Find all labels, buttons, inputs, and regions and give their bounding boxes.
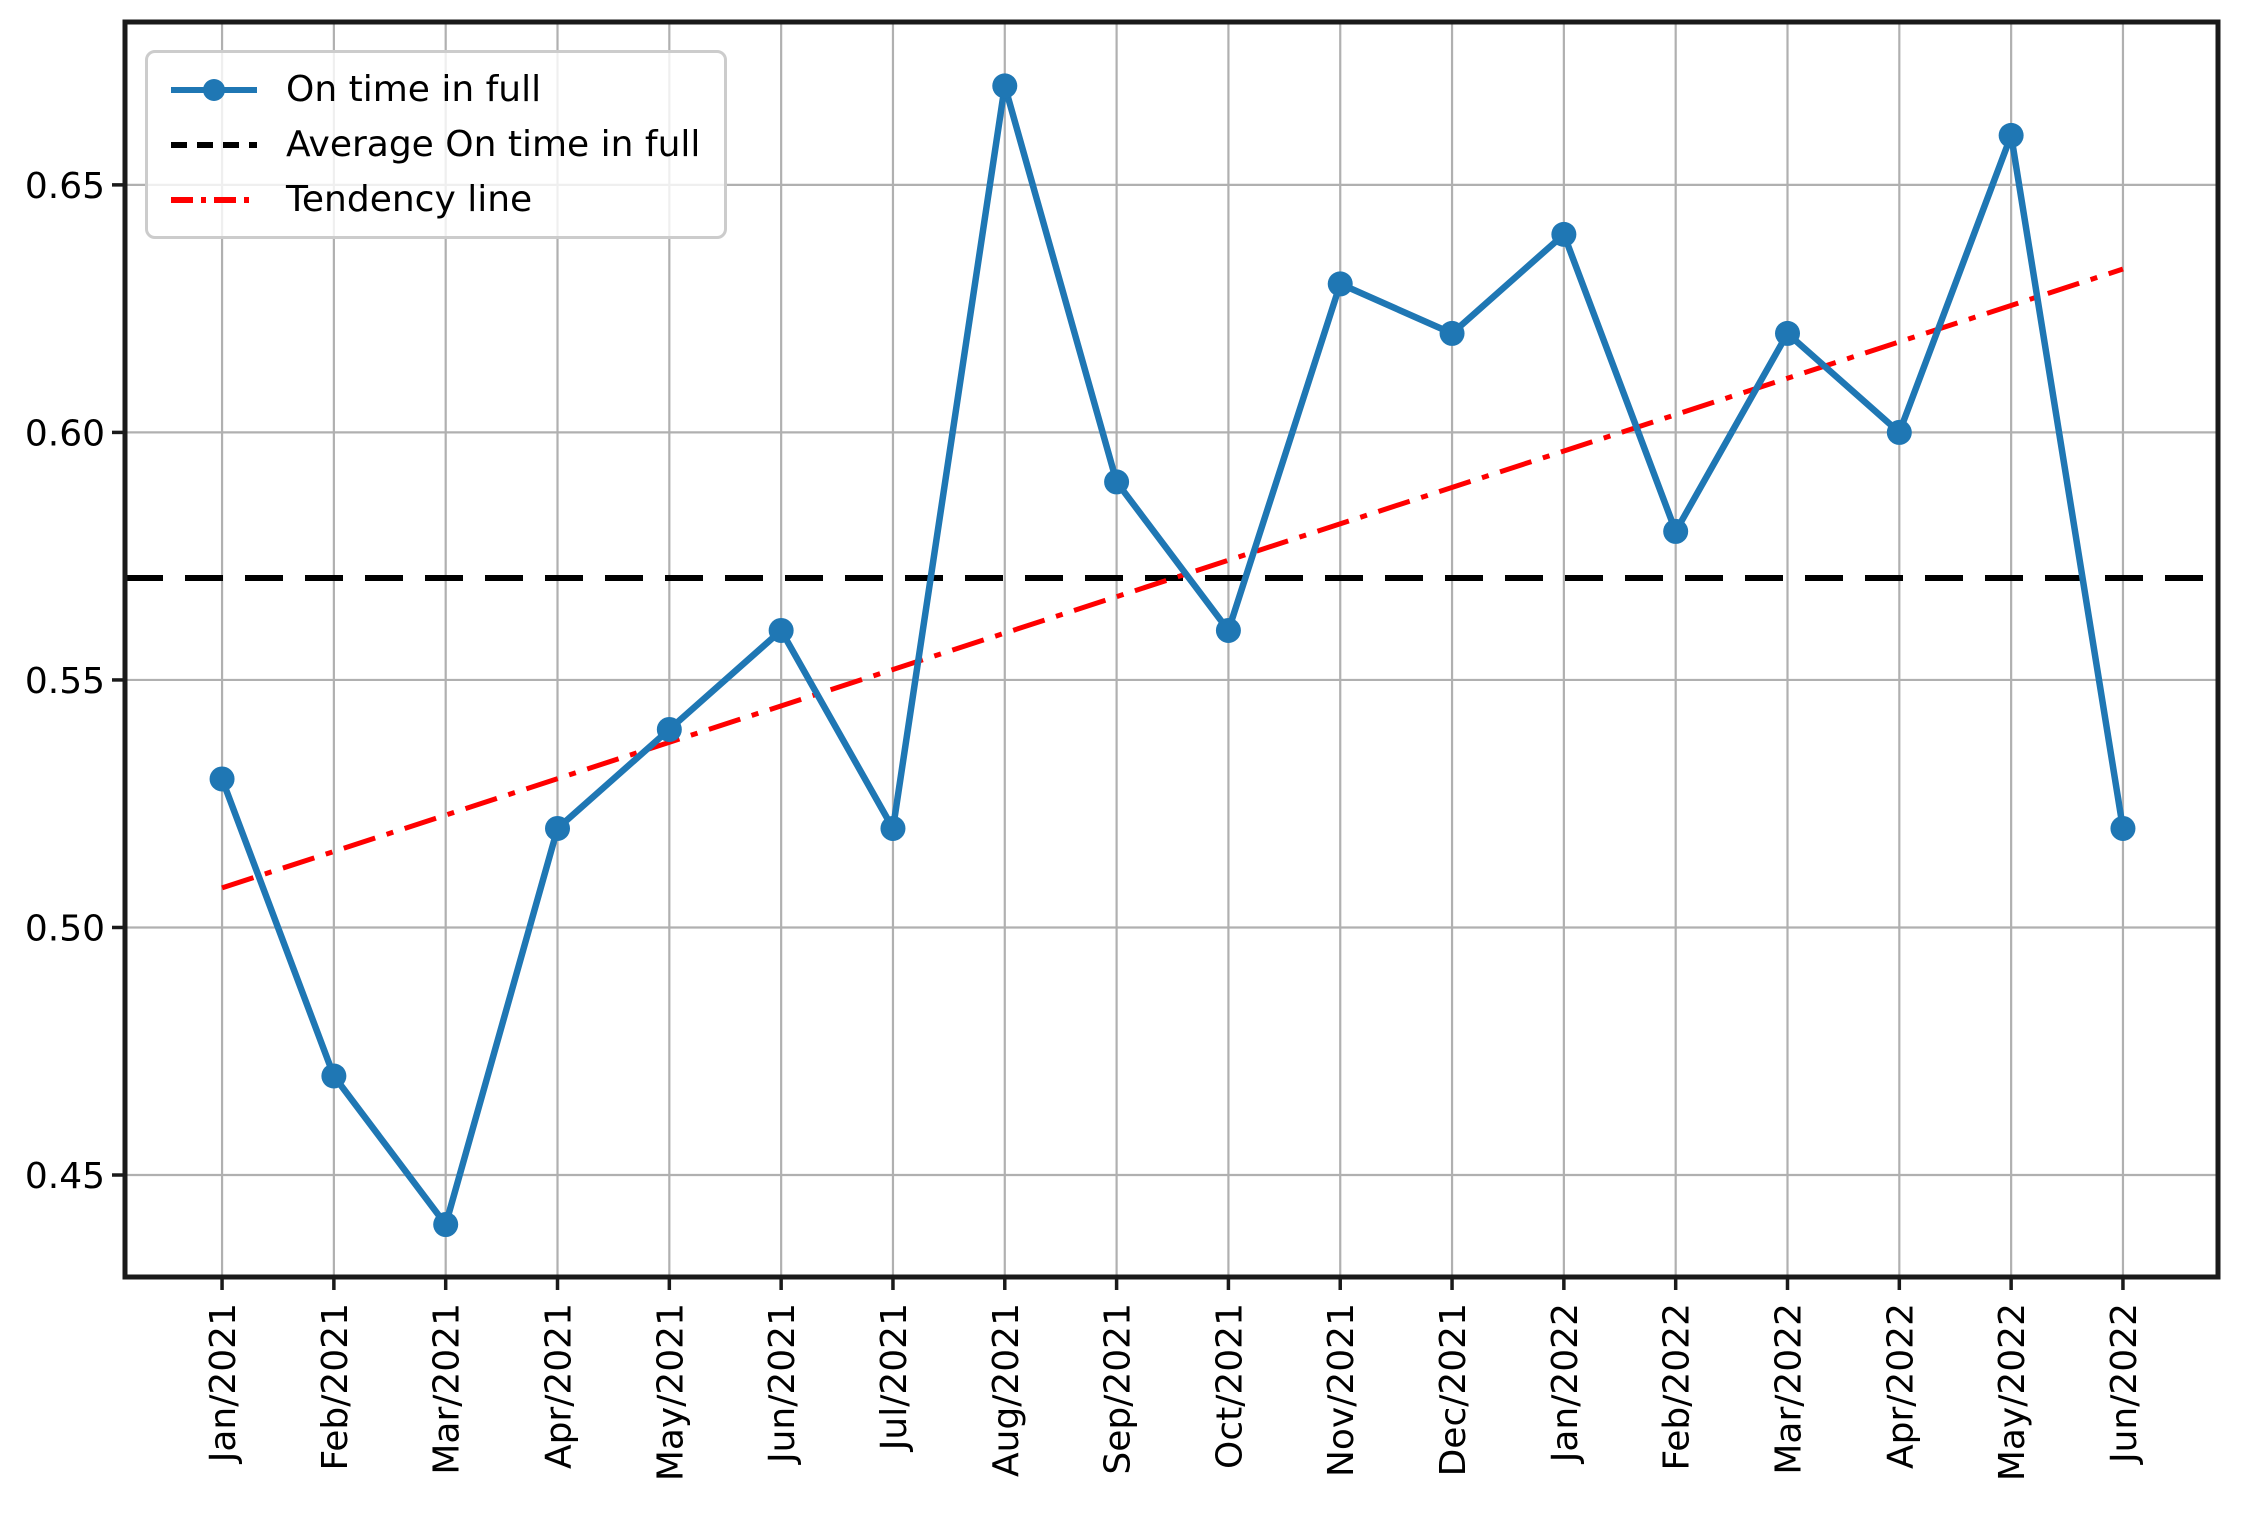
x-tick-label: Jun/2022: [2104, 1303, 2145, 1465]
y-tick-label: 0.45: [25, 1156, 105, 1197]
data-point: [1663, 518, 1689, 544]
data-point: [1998, 122, 2024, 148]
x-tick-label: Feb/2022: [1657, 1303, 1698, 1470]
x-tick-label: Oct/2021: [1209, 1303, 1250, 1469]
x-tick-label: Mar/2021: [427, 1303, 468, 1475]
legend-item-average: Average On time in full: [168, 124, 700, 165]
legend-dashed-line-sample: [171, 141, 257, 148]
x-tick-label: Apr/2021: [539, 1303, 580, 1469]
x-tick-label: Jun/2021: [762, 1303, 803, 1465]
tendency-line: [221, 266, 2124, 891]
data-point: [1439, 320, 1465, 346]
on-time-in-full-line: [219, 82, 2127, 1228]
data-point: [656, 716, 682, 742]
x-tick-label: May/2022: [1992, 1303, 2033, 1481]
legend-label-tendency: Tendency line: [286, 179, 533, 220]
x-tick-label: Nov/2021: [1321, 1303, 1362, 1477]
data-point: [768, 617, 794, 643]
x-tick-label: Jan/2021: [203, 1303, 244, 1464]
legend-item-tendency: Tendency line: [168, 179, 700, 220]
data-point: [209, 766, 235, 792]
legend-dashdot-line-sample: [171, 196, 257, 203]
data-point: [433, 1212, 459, 1238]
x-tick-label: Aug/2021: [986, 1303, 1027, 1477]
x-tick-label: Feb/2021: [315, 1303, 356, 1470]
data-point: [1215, 617, 1241, 643]
x-tick-label: Apr/2022: [1880, 1303, 1921, 1469]
x-tick-label: Jul/2021: [874, 1303, 915, 1452]
x-tick-label: Sep/2021: [1098, 1303, 1139, 1475]
legend-solid-line-marker-sample: [171, 78, 257, 101]
data-point: [1327, 271, 1353, 297]
data-point: [1104, 469, 1130, 495]
y-tick-label: 0.50: [25, 908, 105, 949]
axes-spines: [122, 19, 2221, 1280]
legend-item-on-time-in-full: On time in full: [168, 69, 700, 110]
data-point: [1551, 221, 1577, 247]
y-tick-label: 0.65: [25, 166, 105, 207]
legend-label-average: Average On time in full: [286, 124, 701, 165]
y-tick-label: 0.60: [25, 413, 105, 454]
legend: On time in full Average On time in full …: [145, 50, 728, 239]
data-point: [321, 1063, 347, 1089]
legend-label-on-time-in-full: On time in full: [286, 69, 542, 110]
x-tick-label: Mar/2022: [1769, 1303, 1810, 1475]
data-point: [545, 815, 571, 841]
x-tick-label: Dec/2021: [1433, 1303, 1474, 1476]
data-point: [992, 73, 1018, 99]
data-point: [1886, 419, 1912, 445]
y-tick-label: 0.55: [25, 661, 105, 702]
data-point: [1775, 320, 1801, 346]
x-tick-label: Jan/2022: [1545, 1303, 1586, 1464]
x-tick-label: May/2021: [650, 1303, 691, 1481]
data-point: [2110, 815, 2136, 841]
data-point: [880, 815, 906, 841]
